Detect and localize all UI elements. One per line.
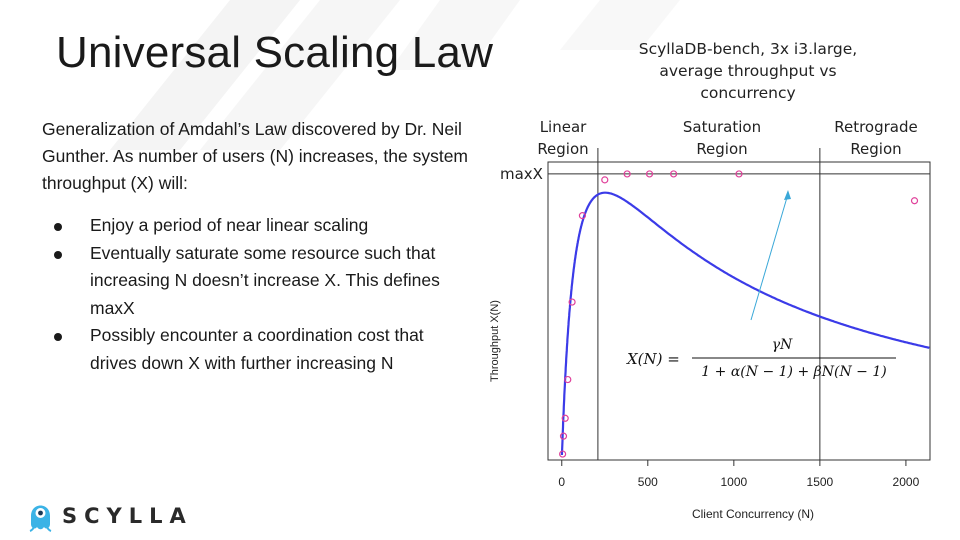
formula-numerator: γN (772, 337, 793, 353)
slide-title: Universal Scaling Law (56, 28, 494, 77)
bullet-item: Possibly encounter a coordination cost t… (42, 322, 472, 377)
data-point (910, 197, 919, 205)
x-tick-label: 2000 (893, 475, 920, 489)
bullet-text: Eventually saturate some resource such t… (90, 242, 440, 318)
arrow-head-icon (784, 190, 791, 200)
bullet-item: Enjoy a period of near linear scaling (42, 212, 472, 240)
y-axis-title: Throughput X(N) (489, 300, 501, 382)
bullet-dot-icon (54, 333, 62, 341)
data-point (735, 170, 743, 178)
x-tick-label: 500 (638, 475, 658, 489)
region-label: Region (537, 140, 588, 158)
data-point (559, 432, 568, 440)
x-axis-title: Client Concurrency (N) (692, 507, 814, 521)
x-tick-label: 1500 (807, 475, 834, 489)
region-label: Linear (540, 118, 587, 136)
data-point (568, 298, 576, 306)
data-point (670, 170, 678, 178)
bullet-text: Possibly encounter a coordination cost t… (90, 325, 424, 373)
x-tick-label: 1000 (720, 475, 747, 489)
bullet-item: Eventually saturate some resource such t… (42, 240, 472, 323)
usl-chart: 0 500 1000 1500 2000 Client Concurrency (N) Th… (489, 118, 931, 521)
formula-arrow (750, 193, 789, 321)
scylla-logo (29, 505, 52, 532)
plot-frame (547, 161, 931, 461)
data-point (559, 450, 567, 458)
data-point (564, 375, 572, 384)
chart-subtitle-line: average throughput vs (659, 62, 837, 80)
x-tick-label: 0 (558, 475, 565, 489)
data-point (601, 176, 609, 184)
data-point (561, 414, 569, 422)
formula-lhs: X(N) = (626, 350, 680, 368)
scylla-monster-icon (29, 505, 52, 532)
bullet-dot-icon (54, 223, 62, 231)
region-label: Retrograde (834, 118, 918, 136)
chart-subtitle: ScyllaDB-bench, 3x i3.large, average thr… (612, 38, 884, 104)
region-label: Saturation (683, 118, 761, 136)
region-label: Region (696, 140, 747, 158)
formula-denominator: 1 + α(N − 1) + βN(N − 1) (701, 364, 886, 380)
usl-fit-curve (560, 191, 930, 456)
region-label: Region (850, 140, 901, 158)
maxx-label: maxX (500, 165, 543, 183)
chart-subtitle-line: concurrency (700, 84, 796, 102)
data-point (578, 212, 587, 220)
data-point (623, 170, 631, 178)
logo-text: SCYLLA (62, 504, 193, 528)
bullet-list: Enjoy a period of near linear scaling Ev… (42, 212, 472, 377)
bullet-text: Enjoy a period of near linear scaling (90, 215, 369, 235)
intro-text: Generalization of Amdahl’s Law discovere… (42, 119, 469, 193)
data-point (645, 170, 654, 178)
chart-subtitle-line: ScyllaDB-bench, 3x i3.large, (638, 40, 858, 58)
bullet-dot-icon (54, 250, 62, 259)
